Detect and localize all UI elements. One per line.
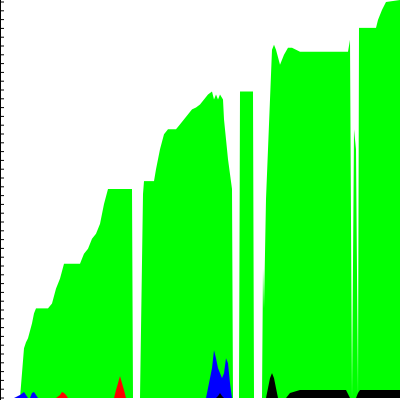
series-area-0 bbox=[10, 0, 400, 398]
series-layer bbox=[10, 0, 400, 398]
series-area-1 bbox=[14, 350, 236, 398]
y-axis bbox=[0, 0, 4, 400]
series-area-3 bbox=[214, 373, 400, 398]
series-area-2 bbox=[56, 376, 128, 398]
